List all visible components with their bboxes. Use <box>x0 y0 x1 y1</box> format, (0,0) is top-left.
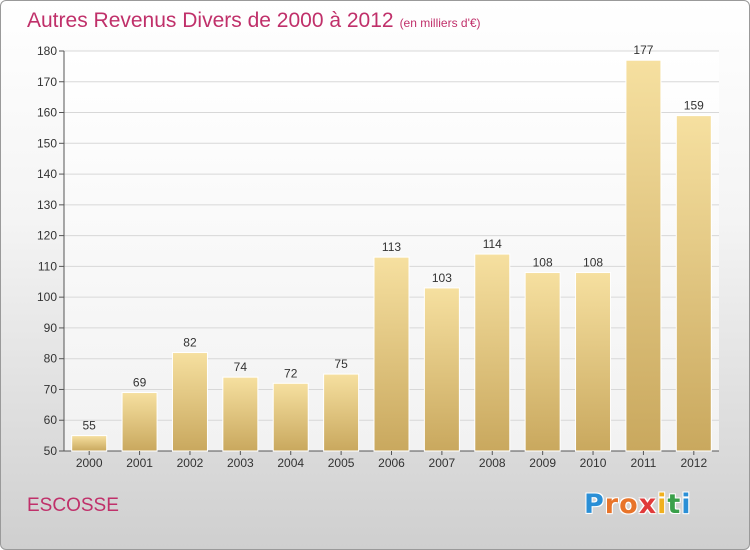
bar-value-label: 74 <box>234 360 248 374</box>
y-tick-label: 90 <box>44 321 58 335</box>
region-label: ESCOSSE <box>27 495 119 516</box>
bar-value-label: 177 <box>633 43 653 57</box>
y-tick-label: 160 <box>37 106 57 120</box>
y-tick-label: 80 <box>44 352 58 366</box>
bar-value-label: 82 <box>183 336 197 350</box>
y-tick-label: 60 <box>44 413 58 427</box>
bar <box>71 435 108 452</box>
bar-value-label: 108 <box>533 256 553 270</box>
x-tick-label: 2000 <box>76 456 103 470</box>
logo-letter: x <box>638 489 658 520</box>
bar-value-label: 113 <box>382 240 401 254</box>
proxiti-logo: Proxiti <box>584 489 692 520</box>
x-tick-label: 2010 <box>580 456 607 470</box>
x-tick-label: 2005 <box>328 456 355 470</box>
x-tick-label: 2011 <box>631 456 657 470</box>
bar <box>272 382 309 452</box>
logo-letter: i <box>657 489 668 520</box>
y-tick-label: 130 <box>37 198 57 212</box>
x-tick-label: 2004 <box>277 456 304 470</box>
x-tick-label: 2006 <box>378 456 405 470</box>
logo-letter: r <box>604 489 620 520</box>
y-tick-label: 150 <box>37 136 57 150</box>
bar <box>222 376 259 452</box>
x-tick-label: 2002 <box>177 456 204 470</box>
y-tick-label: 180 <box>37 44 57 58</box>
bar-value-label: 75 <box>334 357 348 371</box>
bar-value-label: 55 <box>83 419 97 433</box>
bar <box>625 59 662 452</box>
x-tick-label: 2009 <box>529 456 556 470</box>
x-tick-label: 2007 <box>429 456 456 470</box>
bar-value-label: 108 <box>583 256 603 270</box>
logo-letter: o <box>619 489 639 520</box>
bar <box>675 115 712 452</box>
y-tick-label: 100 <box>37 290 57 304</box>
y-tick-label: 70 <box>44 382 58 396</box>
bar-value-label: 72 <box>284 366 298 380</box>
x-tick-label: 2008 <box>479 456 506 470</box>
bar <box>423 287 460 452</box>
y-tick-label: 110 <box>38 259 57 273</box>
y-tick-label: 140 <box>37 167 57 181</box>
x-tick-label: 2012 <box>680 456 707 470</box>
bar <box>373 256 410 452</box>
bar <box>474 253 511 452</box>
y-tick-label: 120 <box>37 229 57 243</box>
x-tick-label: 2001 <box>126 456 153 470</box>
bar-value-label: 69 <box>133 376 147 390</box>
chart-subtitle: (en milliers d'€) <box>399 16 481 30</box>
chart-title-text: Autres Revenus Divers de 2000 à 2012 <box>27 9 394 32</box>
bar <box>121 392 158 452</box>
chart-title: Autres Revenus Divers de 2000 à 2012 (en … <box>27 9 481 33</box>
logo-letter: P <box>584 489 605 520</box>
bar <box>524 272 561 452</box>
bar-value-label: 114 <box>483 237 502 251</box>
y-tick-label: 170 <box>37 75 57 89</box>
bar-value-label: 103 <box>432 271 452 285</box>
bar-value-label: 159 <box>684 99 704 113</box>
bar <box>575 272 612 452</box>
bar <box>323 373 360 452</box>
logo-letter: t <box>667 489 682 520</box>
logo-letter: i <box>681 489 692 520</box>
x-tick-label: 2003 <box>227 456 254 470</box>
bar <box>171 352 208 452</box>
y-tick-label: 50 <box>44 444 58 458</box>
